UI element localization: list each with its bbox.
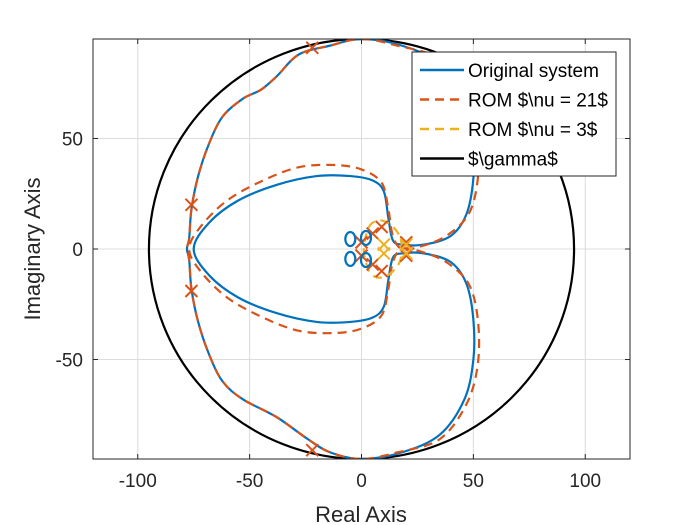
plot-curves [147,39,576,459]
rom-nu-21-pole-marker [365,226,380,241]
x-tick-label: 100 [569,471,601,492]
legend-label: Original system [468,61,599,82]
x-axis-label: Real Axis [315,502,407,525]
rom-nu-3-curve [362,219,403,279]
original-system-curve [185,39,476,459]
x-tick-label: -50 [236,471,263,492]
rom-nu-21-pole-marker [305,443,319,457]
rom-nu-21-pole-marker [399,248,413,263]
original-system-origin-loop [359,251,373,269]
y-tick-label: -50 [56,351,83,372]
original-system-origin-loop [359,229,373,247]
rom-nu-3-pole-marker [399,246,413,261]
y-tick-label: 0 [72,240,83,261]
legend: Original system ROM $\nu = 21$ ROM $\nu = … [411,51,617,177]
y-axis-label: Imaginary Axis [20,177,45,320]
legend-label: ROM $\nu = 3$ [468,120,598,141]
rom-nu-21-pole-marker [374,264,389,278]
x-tick-label: 0 [356,471,367,492]
x-tick-label: -100 [119,471,157,492]
tick-labels: -100 -50 0 50 100 -50 0 50 [56,39,630,492]
rom-nu-21-pole-marker [305,41,319,55]
legend-label: ROM $\nu = 21$ [468,91,608,112]
y-tick-label: 50 [62,129,83,150]
rom-nu-21-pole-marker [399,235,413,250]
original-system-origin-loop [344,250,357,268]
gamma-circle [147,39,576,459]
rom-nu-21-pole-marker [184,284,199,298]
original-system-origin-loop [344,230,357,248]
rom-nu-3-pole-marker [377,246,391,261]
legend-box [411,51,617,177]
legend-label: $\gamma$ [468,150,558,171]
rom-nu-21-pole-marker [184,198,199,212]
rom-nu-21-pole-marker [374,220,389,234]
x-tick-label: 50 [463,471,484,492]
rom-nu-21-pole-marker [365,257,380,272]
